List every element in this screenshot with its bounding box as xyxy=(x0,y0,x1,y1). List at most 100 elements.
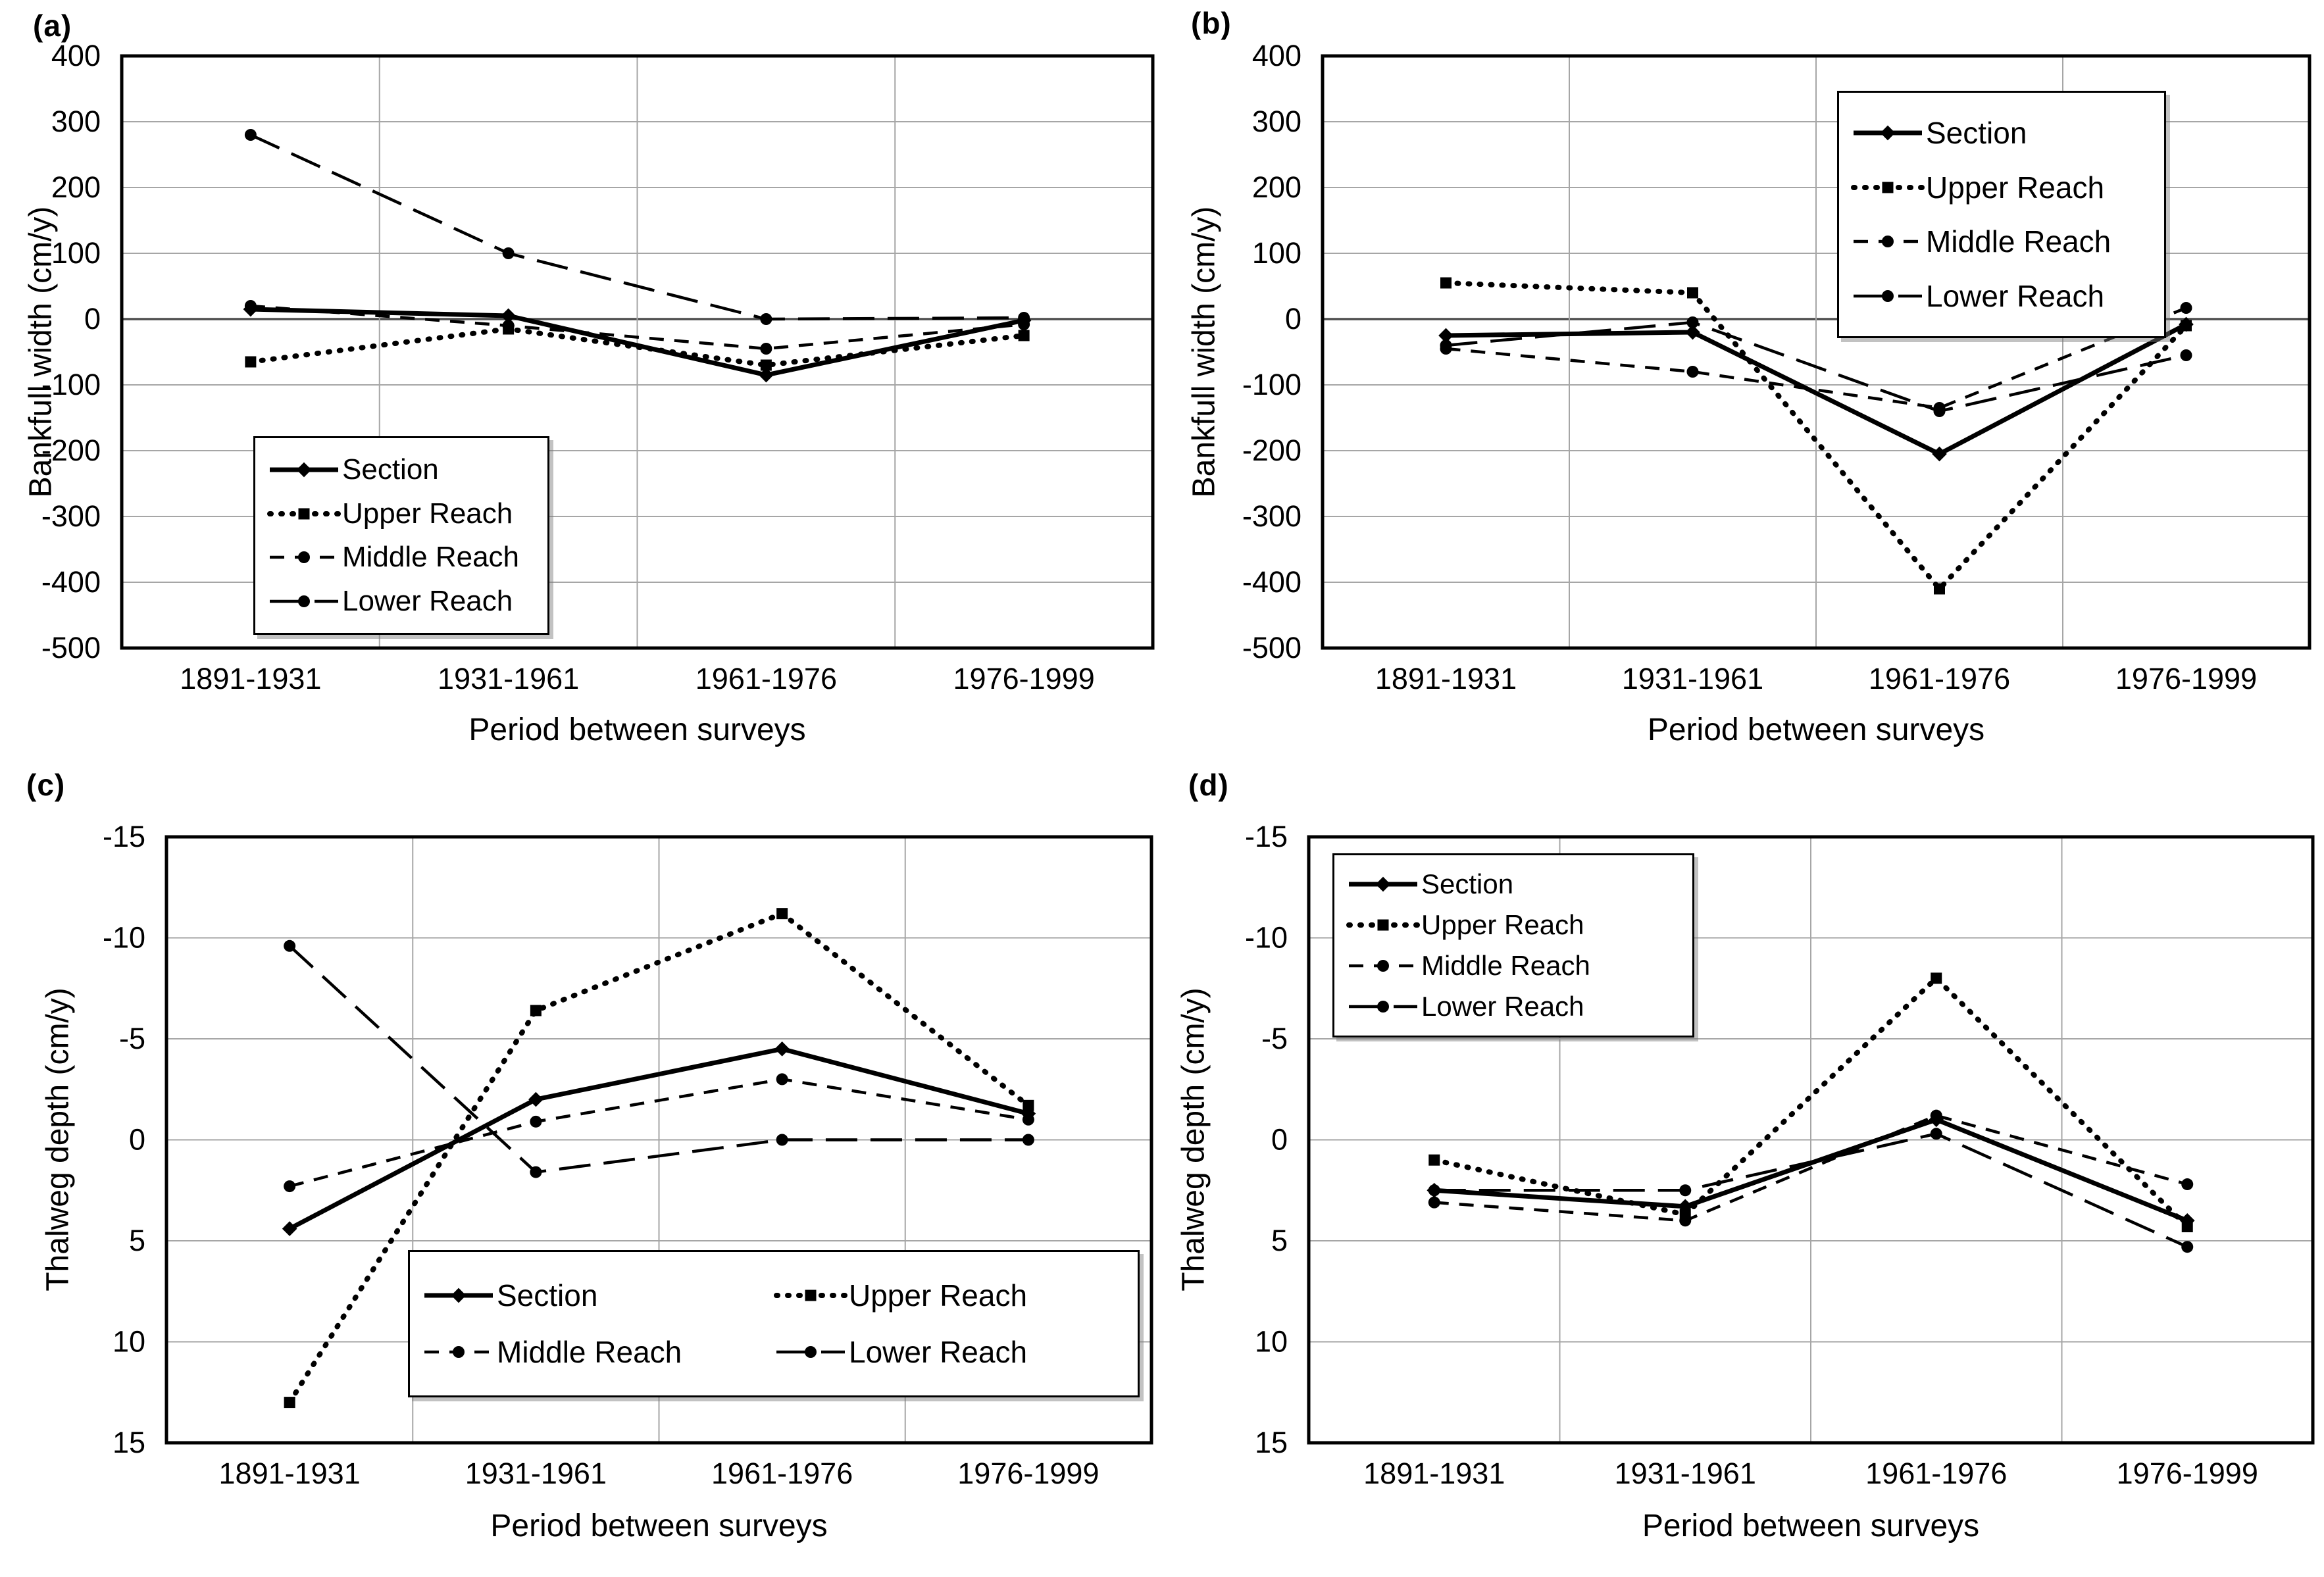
panel-letter-b: (b) xyxy=(1191,6,1232,40)
series-markers-lower-reach xyxy=(244,129,1030,325)
x-tick-label: 1931-1961 xyxy=(1622,662,1763,695)
series-markers-middle-reach xyxy=(284,1073,1034,1193)
x-tick-labels: 1891-1931 1931-1961 1961-1976 1976-1999 xyxy=(180,662,1094,695)
plot-border xyxy=(120,54,1155,650)
legend-item-lower-reach: Lower Reach xyxy=(267,585,536,618)
legend-line-sample xyxy=(424,1288,493,1303)
series-line-middle-reach xyxy=(250,304,1024,351)
y-tick-label: 100 xyxy=(1252,236,1301,270)
y-tick-label: 15 xyxy=(113,1426,145,1459)
series-markers-upper-reach xyxy=(284,908,1034,1409)
legend-line-sample xyxy=(1346,919,1420,931)
legend-item-lower-reach: Lower Reach xyxy=(1346,991,1680,1022)
x-tick-labels: 1891-1931 1931-1961 1961-1976 1976-1999 xyxy=(1363,1457,2258,1490)
legend-item-section: Section xyxy=(422,1278,774,1313)
legend-label: Section xyxy=(497,1278,598,1313)
legend-label: Upper Reach xyxy=(849,1278,1028,1313)
legend-line-sample xyxy=(1349,876,1417,892)
plot-border xyxy=(1321,54,2311,650)
x-axis-title-b: Period between surveys xyxy=(1647,713,1985,747)
legend-item-middle-reach: Middle Reach xyxy=(1346,950,1680,982)
y-tick-label: 300 xyxy=(1252,105,1301,138)
legend-item-middle-reach: Middle Reach xyxy=(422,1334,774,1370)
legend-item-upper-reach: Upper Reach xyxy=(1851,170,2152,205)
series-line-lower-reach xyxy=(1434,1132,2188,1249)
y-tick-label: -200 xyxy=(41,434,101,467)
legend-label: Upper Reach xyxy=(342,497,513,530)
panel-b: (b) Bankfull width (cm/y) 400 300 200 100 0-… xyxy=(1162,0,2324,757)
y-tick-label: 0 xyxy=(1285,302,1301,336)
y-tick-label: -400 xyxy=(1242,565,1301,599)
y-tick-label: -100 xyxy=(1242,368,1301,401)
legend-line-sample xyxy=(1349,960,1417,972)
y-tick-label: 0 xyxy=(84,302,101,336)
legend-label: Middle Reach xyxy=(342,541,520,574)
legend-a: Section Upper Reach Middle Reach Lower Reac… xyxy=(253,436,549,635)
y-tick-labels: 400 300 200 100 0 -100 -200 -300 -400 -500 xyxy=(41,39,101,664)
y-tick-label: 300 xyxy=(51,105,101,138)
series-line-section xyxy=(288,1046,1029,1231)
y-tick-label: 10 xyxy=(113,1325,145,1359)
panel-d: (d) Thalweg depth (cm/y) -15 -10 -5 0 5 10 15 1… xyxy=(1162,757,2324,1577)
legend-label: Section xyxy=(1926,116,2027,151)
series-line-upper-reach xyxy=(247,326,1027,368)
x-tick-labels: 1891-1931 1931-1961 1961-1976 1976-1999 xyxy=(219,1457,1099,1490)
x-axis-title-c: Period between surveys xyxy=(490,1509,828,1543)
y-tick-label: 200 xyxy=(1252,170,1301,204)
x-tick-label: 1961-1976 xyxy=(1869,662,2010,695)
y-tick-label: 15 xyxy=(1255,1426,1288,1459)
y-tick-label: -200 xyxy=(1242,434,1301,467)
y-tick-label: 400 xyxy=(1252,39,1301,72)
y-tick-label: -15 xyxy=(1245,820,1288,853)
series-line-section xyxy=(1446,322,2188,457)
series-line-middle-reach xyxy=(289,1078,1029,1188)
legend-item-section: Section xyxy=(267,453,536,486)
legend-label: Middle Reach xyxy=(1421,950,1590,981)
x-tick-label: 1976-1999 xyxy=(953,662,1095,695)
series-markers-lower-reach xyxy=(1428,1128,2194,1253)
legend-line-sample xyxy=(267,508,341,520)
x-tick-label: 1961-1976 xyxy=(711,1457,853,1490)
legend-line-sample xyxy=(270,551,338,564)
series-line-upper-reach xyxy=(287,911,1031,1405)
legend-item-upper-reach: Upper Reach xyxy=(1346,909,1680,941)
series-markers-lower-reach xyxy=(284,939,1034,1178)
y-tick-label: -500 xyxy=(41,631,101,664)
legend-item-section: Section xyxy=(1346,868,1680,900)
legend-line-sample xyxy=(270,462,338,478)
plot-border xyxy=(164,835,1153,1445)
x-tick-label: 1976-1999 xyxy=(957,1457,1099,1490)
legend-label: Lower Reach xyxy=(1926,278,2105,313)
x-tick-label: 1961-1976 xyxy=(695,662,837,695)
legend-line-sample xyxy=(1854,289,1922,302)
chart-canvas-b: 400 300 200 100 0 -100 -200 -300 -400 -500 1891-19… xyxy=(1242,39,2311,695)
legend-label: Middle Reach xyxy=(497,1335,682,1370)
series-line-lower-reach xyxy=(249,133,1024,321)
y-tick-label: 100 xyxy=(51,236,101,270)
legend-label: Lower Reach xyxy=(1421,991,1584,1022)
legend-line-sample xyxy=(776,1346,845,1359)
series-line-lower-reach xyxy=(288,945,1028,1174)
legend-item-middle-reach: Middle Reach xyxy=(1851,224,2152,259)
x-tick-label: 1891-1931 xyxy=(180,662,321,695)
y-tick-label: 200 xyxy=(51,170,101,204)
legend-item-lower-reach: Lower Reach xyxy=(774,1334,1126,1370)
x-axis-title-a: Period between surveys xyxy=(468,713,806,747)
chart-canvas-a: 400 300 200 100 0 -100 -200 -300 -400 -500 1891-19… xyxy=(41,39,1155,695)
legend-label: Section xyxy=(1421,868,1514,899)
y-tick-label: -10 xyxy=(103,921,145,955)
legend-line-sample xyxy=(1349,1001,1417,1013)
y-tick-label: -100 xyxy=(41,368,101,401)
series-markers-middle-reach xyxy=(1428,1109,2194,1227)
legend-label: Middle Reach xyxy=(1926,224,2111,259)
y-tick-label: 10 xyxy=(1255,1325,1288,1359)
chart-canvas-d: -15 -10 -5 0 5 10 15 1891-1931 1931-1961 1961-197… xyxy=(1245,820,2315,1490)
y-tick-label: -10 xyxy=(1245,921,1288,955)
series-line-lower-reach xyxy=(1446,320,2186,413)
panel-letter-c: (c) xyxy=(26,768,66,802)
y-tick-label: -300 xyxy=(41,499,101,533)
x-tick-label: 1891-1931 xyxy=(219,1457,361,1490)
legend-label: Upper Reach xyxy=(1926,170,2105,205)
y-tick-label: 0 xyxy=(129,1123,145,1157)
